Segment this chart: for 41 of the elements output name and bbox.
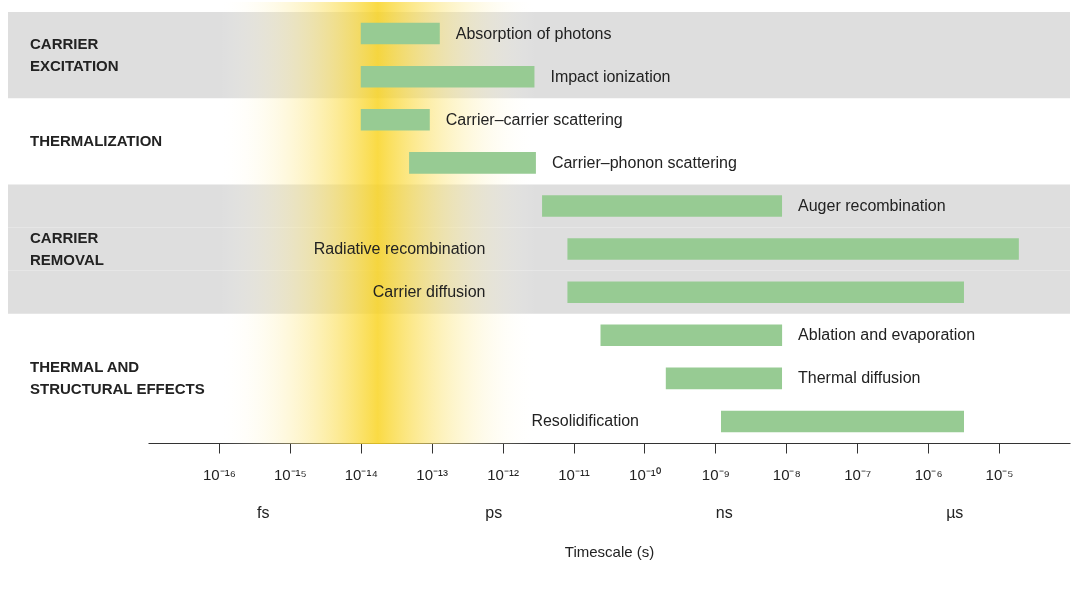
y-tick-label: Impact ionization [550,67,671,85]
bar [721,410,964,433]
x-tick-label: 10⁻¹⁵ [273,465,307,483]
band-label: CARRIER REMOVAL [30,229,104,269]
bar [567,238,1019,260]
y-tick-label: Resolidification [531,412,639,430]
y-tick-label: Ablation and evaporation [798,326,976,344]
x-tick-label: 10⁻¹² [487,465,519,483]
x-tick-label: 10⁻⁵ [985,465,1014,483]
bar [360,65,535,88]
y-tick-label: Carrier–carrier scattering [445,110,623,128]
x-tick-label: 10⁻¹⁶ [202,465,236,483]
x-tick-label: 10⁻⁸ [772,465,801,483]
bar [542,195,783,217]
bar [360,108,430,131]
y-tick-label: Carrier–phonon scattering [551,153,737,171]
text: µs [946,504,964,521]
bar [600,324,783,347]
bar [665,367,783,390]
x-tick-label: 10⁻¹⁰ [629,465,661,483]
x-tick-label: 10⁻⁷ [844,465,872,483]
annotation: THERMALIZATION [30,132,163,150]
x-tick-label: 10⁻⁶ [914,465,943,483]
bar [409,152,536,174]
x-tick-label: 10⁻⁹ [701,465,730,483]
y-tick-label: Radiative recombination [313,240,486,258]
bar [360,22,440,45]
x-tick-label: 10⁻¹⁴ [344,465,378,483]
band-label: CARRIER EXCITATION [30,35,119,75]
text: ps [485,504,503,521]
annotation: THERMAL AND STRUCTURAL EFFECTS [30,358,205,398]
text: fs [257,504,270,521]
y-tick-label: Carrier diffusion [372,283,486,301]
x-axis-title: Timescale (s) [564,542,655,560]
x-tick-label: 10⁻¹³ [416,465,449,483]
y-tick-label: Auger recombination [798,196,946,214]
x-tick-label: 10⁻¹¹ [558,465,590,483]
y-tick-label: Absorption of photons [455,24,612,42]
text: ns [715,504,733,521]
bar [567,281,964,303]
y-tick-label: Thermal diffusion [798,369,921,387]
